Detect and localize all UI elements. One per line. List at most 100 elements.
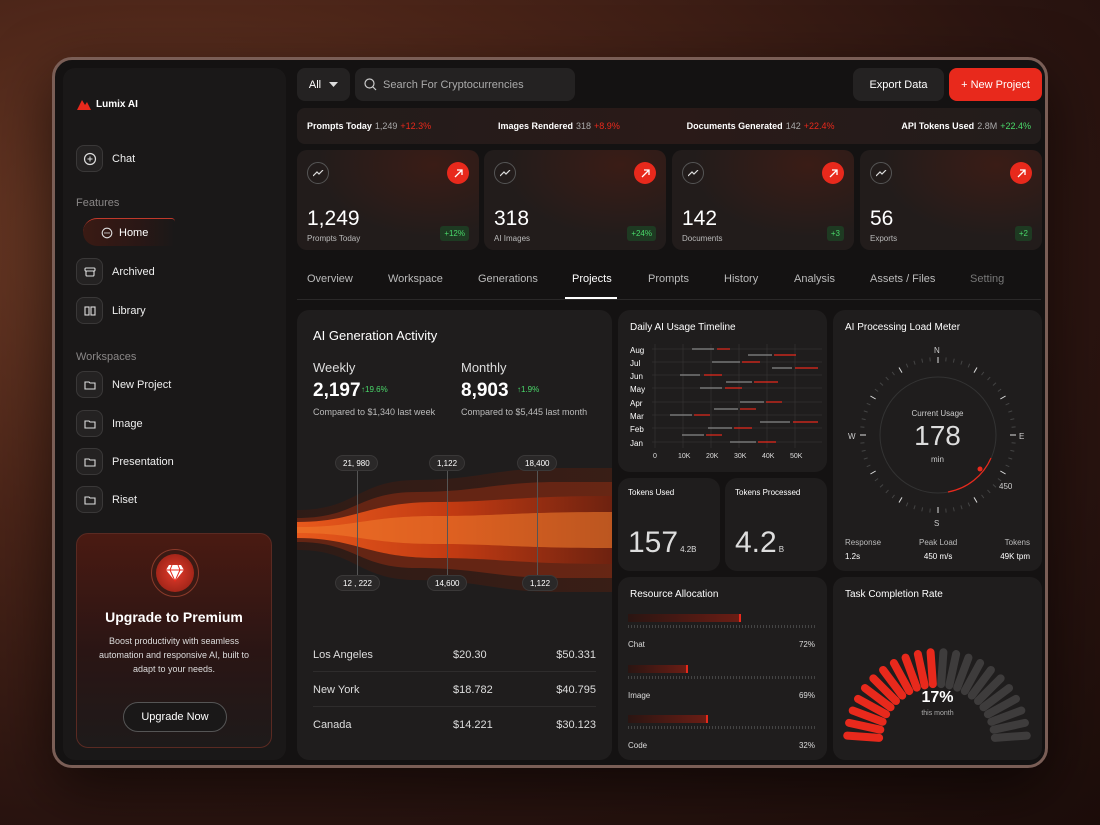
tab-overview[interactable]: Overview <box>307 273 353 285</box>
weekly-label: Weekly <box>313 360 356 375</box>
compass-tick <box>861 418 866 421</box>
sidebar-item-archived[interactable]: Archived <box>76 258 155 285</box>
compass-tick <box>898 497 903 503</box>
compass-north: N <box>934 346 940 355</box>
resource-label: Code <box>628 741 648 750</box>
funnel-top-label: 21, 980 <box>335 455 378 471</box>
stats-strip: Prompts Today 1,249 +12.3% Images Rendered… <box>297 108 1041 144</box>
compass-tick <box>885 489 889 494</box>
resource-percent: 72% <box>798 640 815 649</box>
compass-tick <box>997 478 1002 482</box>
new-project-button[interactable]: + New Project <box>949 68 1042 101</box>
completion-segment <box>913 650 929 690</box>
kpi-card-prompts[interactable]: 1,249 Prompts Today +12% <box>297 150 479 250</box>
arrow-up-right-icon[interactable] <box>1010 162 1032 184</box>
kpi-change-badge: +2 <box>1014 226 1032 241</box>
tab-prompts[interactable]: Prompts <box>648 273 689 285</box>
tab-projects[interactable]: Projects <box>572 273 612 285</box>
upgrade-button[interactable]: Upgrade Now <box>123 702 227 732</box>
strip-documents: Documents Generated 142 +22.4% <box>686 121 835 131</box>
sidebar-item-image[interactable]: Image <box>76 410 143 437</box>
tokens-processed-value: 4.2 B <box>735 526 785 559</box>
gauge-mark: 450 <box>999 482 1013 491</box>
tokens-used-value: 157 4.2B <box>628 526 697 559</box>
completion-subtitle: this month <box>921 710 954 717</box>
search-input[interactable]: Search For Cryptocurrencies <box>355 68 575 101</box>
compass-tick <box>973 367 978 373</box>
tab-analysis[interactable]: Analysis <box>794 273 835 285</box>
compass-tick <box>967 363 971 368</box>
filter-select[interactable]: All <box>297 68 350 101</box>
table-row[interactable]: Los Angeles $20.30 $50.331 <box>313 637 596 672</box>
kpi-card-documents[interactable]: 142 Documents +3 <box>672 150 854 250</box>
compass-tick <box>1000 395 1006 400</box>
kpi-change-badge: +12% <box>440 226 469 241</box>
diamond-icon <box>166 564 184 582</box>
compass-tick <box>885 376 889 381</box>
kpi-change-badge: +3 <box>826 226 844 241</box>
sidebar-item-home[interactable]: Home <box>83 218 175 246</box>
sidebar-item-library[interactable]: Library <box>76 297 146 324</box>
sidebar-item-label: Library <box>112 304 146 317</box>
timeline-month-label: Jun <box>630 372 643 381</box>
sidebar-item-new-project[interactable]: New Project <box>76 371 171 398</box>
timeline-month-label: Aug <box>630 346 645 355</box>
timeline-x-tick: 20K <box>706 453 719 460</box>
trend-icon <box>494 162 516 184</box>
table-row[interactable]: Canada $14.221 $30.123 <box>313 719 596 731</box>
compass-tick <box>960 360 963 365</box>
app-logo[interactable]: Lumix AI <box>77 98 138 110</box>
compass-tick <box>905 363 909 368</box>
sidebar-item-presentation[interactable]: Presentation <box>76 448 174 475</box>
resource-percent: 32% <box>798 741 815 750</box>
resource-percent: 69% <box>798 691 815 700</box>
compass-tick <box>913 360 916 365</box>
compass-tick <box>913 505 916 510</box>
tokens-processed-card: Tokens Processed 4.2 B <box>725 478 827 571</box>
meter-stat-tokens: Tokens 49K tpm <box>1000 538 1030 561</box>
compass-tick <box>921 358 924 363</box>
tab-history[interactable]: History <box>724 273 759 285</box>
completion-segment <box>845 718 885 734</box>
kpi-label: Documents <box>682 234 723 243</box>
tab-setting[interactable]: Setting <box>970 273 1005 285</box>
compass-tick <box>863 457 868 460</box>
timeline-month-label: Jul <box>630 359 641 368</box>
kpi-card-exports[interactable]: 56 Exports +2 <box>860 150 1042 250</box>
table-row[interactable]: New York $18.782 $40.795 <box>313 672 596 707</box>
app-window: Lumix AI Chat Features Home Archived Lib… <box>52 57 1048 768</box>
timeline-chart <box>652 344 822 448</box>
funnel-bottom-label: 12 , 222 <box>335 575 380 591</box>
current-usage-label: Current Usage <box>911 409 964 418</box>
tab-bar: Overview Workspace Generations Projects … <box>297 258 1041 300</box>
funnel-bottom-label: 14,600 <box>427 575 468 591</box>
resource-track <box>628 726 815 729</box>
compass-tick <box>874 388 879 392</box>
tab-generations[interactable]: Generations <box>478 273 538 285</box>
compass-tick <box>997 388 1002 392</box>
compass-west: W <box>848 432 856 441</box>
arrow-up-right-icon[interactable] <box>634 162 656 184</box>
compass-south: S <box>934 519 940 528</box>
compass-tick <box>898 367 903 373</box>
kpi-card-images[interactable]: 318 AI Images +24% <box>484 150 666 250</box>
kpi-value: 56 <box>870 207 894 230</box>
arrow-up-right-icon[interactable] <box>447 162 469 184</box>
tab-assets-files[interactable]: Assets / Files <box>870 273 936 285</box>
compass-tick <box>992 484 997 488</box>
folder-plus-icon <box>76 371 103 398</box>
tab-workspace[interactable]: Workspace <box>388 273 443 285</box>
panel-title: AI Processing Load Meter <box>845 322 961 333</box>
resource-track <box>628 676 815 679</box>
compass-tick <box>1005 464 1010 468</box>
completion-segment <box>926 648 937 689</box>
export-data-button[interactable]: Export Data <box>853 68 944 101</box>
folder-icon <box>76 486 103 513</box>
kpi-label: Exports <box>870 234 898 243</box>
sidebar-item-riset[interactable]: Riset <box>76 486 137 513</box>
arrow-up-right-icon[interactable] <box>822 162 844 184</box>
panel-title: AI Generation Activity <box>313 328 438 343</box>
resource-track <box>628 625 815 628</box>
workspaces-section-label: Workspaces <box>76 351 137 363</box>
sidebar-item-chat[interactable]: Chat <box>76 145 135 172</box>
